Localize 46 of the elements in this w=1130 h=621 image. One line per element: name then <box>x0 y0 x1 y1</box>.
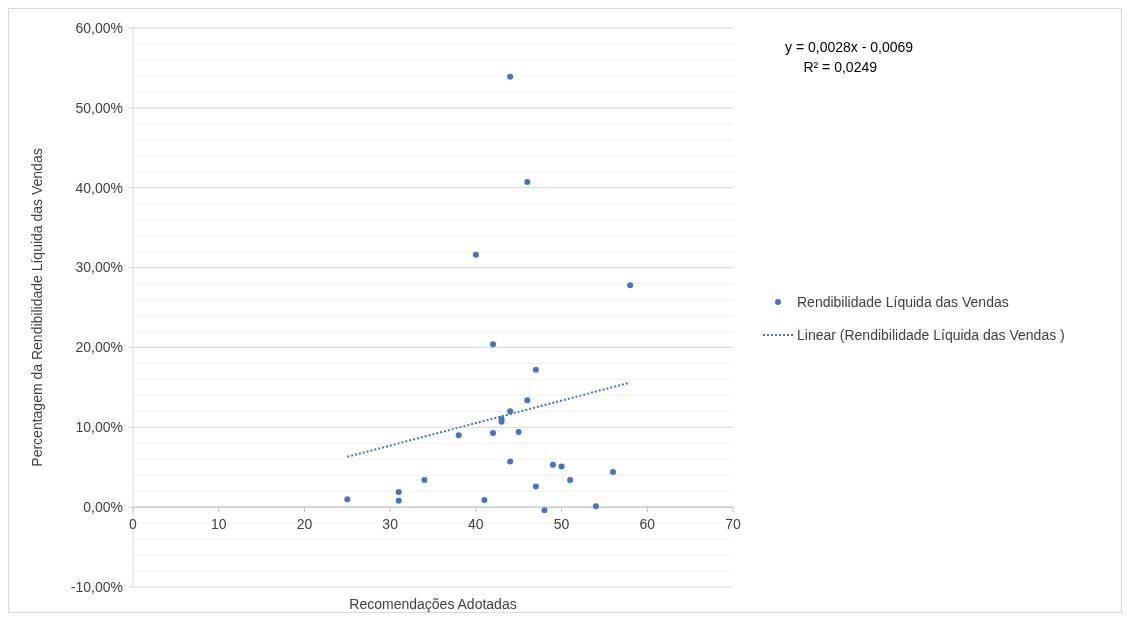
point <box>627 282 634 289</box>
x-tick-label: 70 <box>725 516 741 533</box>
text: y = 0,0028x - 0,0069 <box>785 39 914 55</box>
point <box>507 458 514 465</box>
point <box>507 408 514 415</box>
y-tick-label: 20,00% <box>75 339 123 356</box>
y-tick-label: -10,00% <box>70 578 123 595</box>
point <box>541 507 548 514</box>
y-tick-label: 0,00% <box>83 499 123 516</box>
y-tick-label: 50,00% <box>75 99 123 116</box>
point <box>550 461 556 468</box>
point <box>532 483 539 490</box>
point <box>524 179 531 186</box>
y-tick-label: 10,00% <box>75 419 123 436</box>
text: R² = 0,0249 <box>803 59 878 75</box>
x-tick-label: 20 <box>296 516 313 533</box>
x-tick-label: 60 <box>639 516 656 533</box>
point <box>455 432 462 439</box>
point <box>558 463 565 470</box>
point <box>567 476 574 483</box>
point <box>524 397 531 404</box>
y-axis-title: Percentagem da Rendibilidade Líquida das Vendas <box>29 148 45 467</box>
y-tick-label: 30,00% <box>75 259 123 276</box>
point <box>472 251 479 258</box>
point <box>490 341 496 348</box>
legend-label: Rendibilidade Líquida das Vendas <box>797 293 1009 310</box>
point <box>610 469 616 476</box>
point <box>515 429 522 436</box>
x-tick-label: 10 <box>210 516 227 533</box>
y-tick-label: 60,00% <box>75 19 123 36</box>
point <box>507 73 514 80</box>
point <box>344 496 351 503</box>
legend-label: Linear (Rendibilidade Líquida das Vendas ) <box>797 326 1065 343</box>
x-tick-label: 0 <box>129 516 138 533</box>
point <box>395 497 402 504</box>
point <box>592 503 599 510</box>
x-tick-label: 50 <box>553 516 570 533</box>
point <box>490 429 496 436</box>
point <box>532 366 539 373</box>
x-axis-title: Recomendações Adotadas <box>349 596 517 612</box>
point <box>395 488 402 495</box>
point <box>481 496 488 503</box>
x-tick-label: 40 <box>468 516 484 533</box>
y-tick-label: 40,00% <box>75 179 123 196</box>
point <box>421 476 428 483</box>
x-tick-label: 30 <box>382 516 399 533</box>
